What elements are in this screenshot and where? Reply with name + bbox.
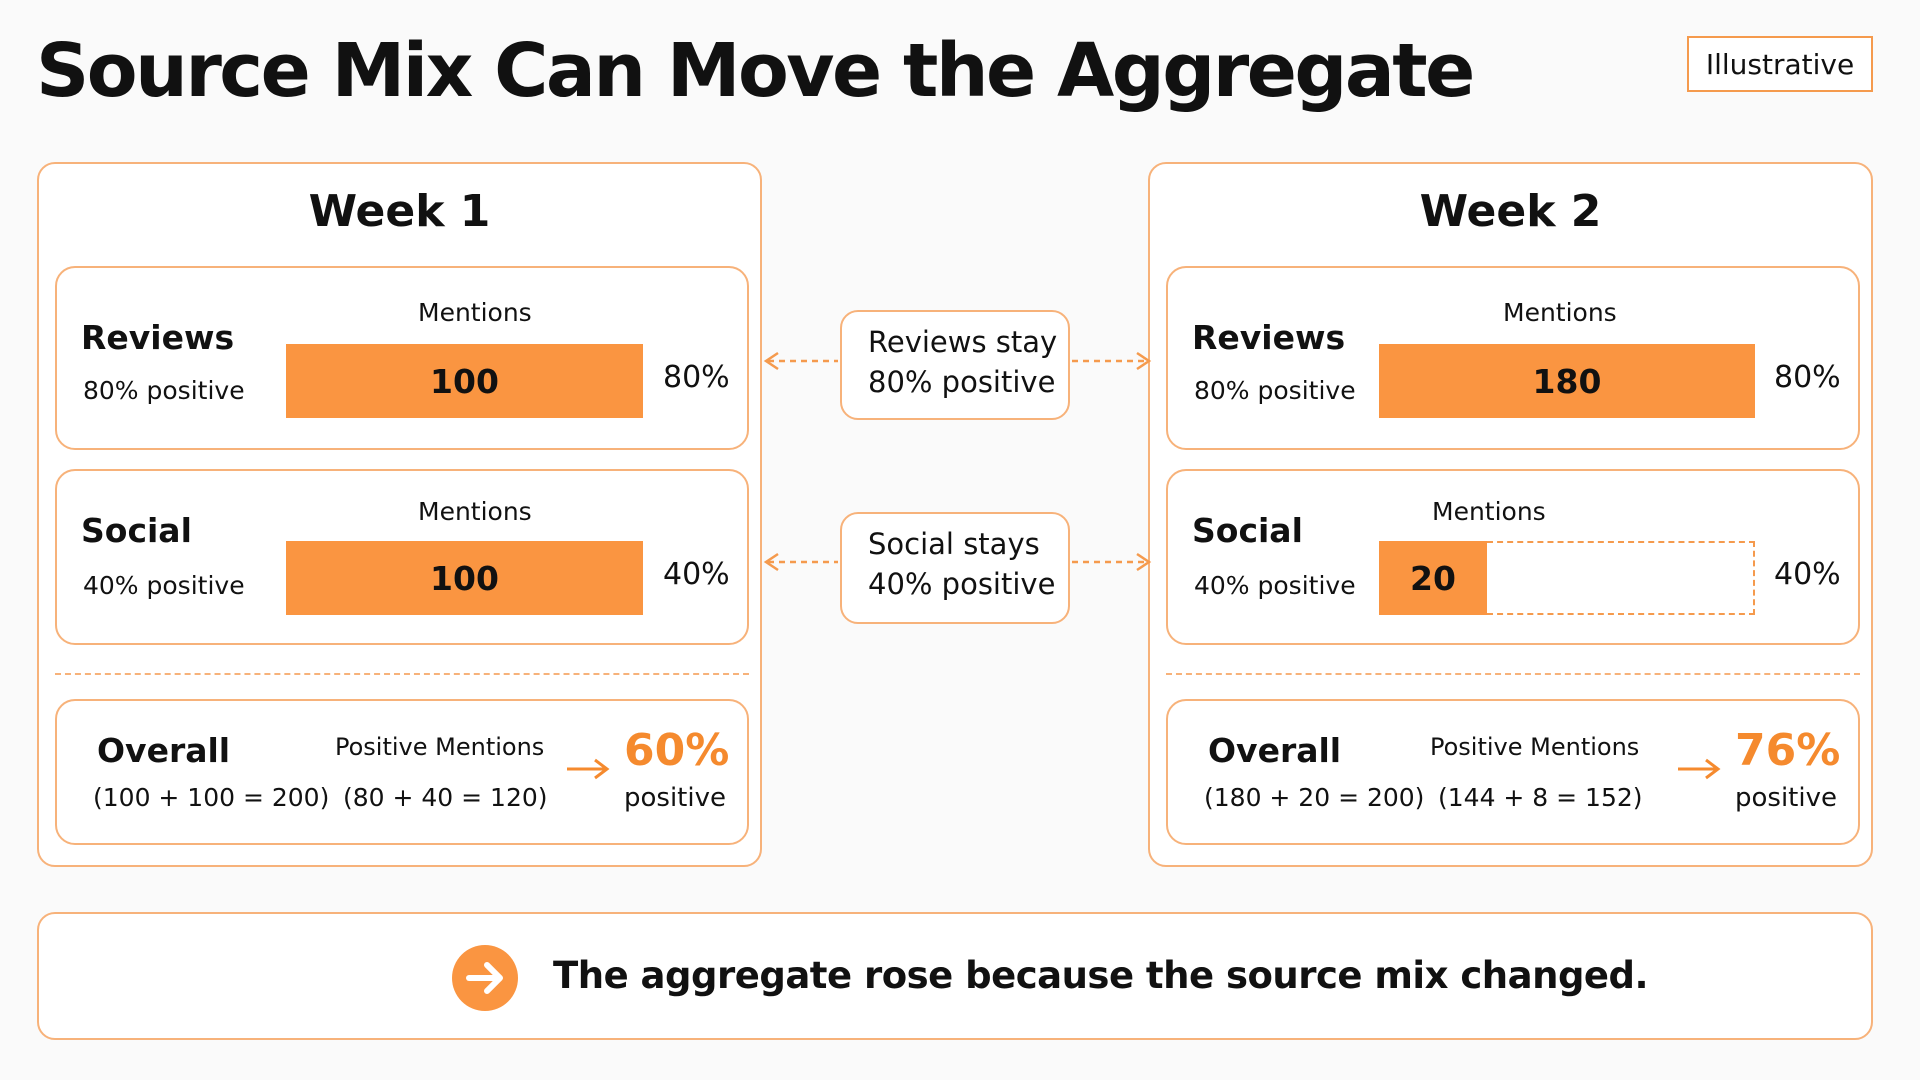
reviews-connector-arrows: [763, 351, 1152, 371]
arrow-right-icon: [1678, 758, 1721, 780]
mentions-label: Mentions: [1503, 298, 1617, 327]
arrow-right-circle-icon: [452, 945, 518, 1011]
reviews-positive-rate: 80% positive: [83, 376, 245, 405]
overall-positive-word: positive: [1735, 783, 1837, 813]
reviews-label: Reviews: [81, 318, 235, 357]
divider: [1166, 673, 1860, 675]
social-mentions-bar: 20: [1379, 541, 1755, 615]
overall-label: Overall: [97, 731, 231, 770]
social-pct: 40%: [1774, 557, 1841, 592]
social-stays-line1: Social stays: [868, 527, 1040, 561]
week-1-panel: Week 1 Reviews 80% positive Mentions 100…: [37, 162, 762, 867]
overall-positive-value: 76%: [1735, 725, 1841, 776]
divider: [55, 673, 749, 675]
week-2-social-card: Social 40% positive Mentions 20 40%: [1166, 469, 1860, 645]
overall-total: (180 + 20 = 200): [1204, 783, 1425, 812]
reviews-positive-rate: 80% positive: [1194, 376, 1356, 405]
conclusion-text: The aggregate rose because the source mi…: [553, 954, 1649, 997]
mentions-label: Mentions: [418, 298, 532, 327]
week-2-reviews-card: Reviews 80% positive Mentions 180 80%: [1166, 266, 1860, 450]
week-1-social-card: Social 40% positive Mentions 100 40%: [55, 469, 749, 645]
social-connector-arrows: [763, 552, 1152, 572]
reviews-stay-line1: Reviews stay: [868, 325, 1058, 359]
social-pct: 40%: [663, 557, 730, 592]
overall-total: (100 + 100 = 200): [93, 783, 330, 812]
reviews-mentions-bar: 180: [1379, 344, 1755, 418]
week-1-overall-card: Overall (100 + 100 = 200) Positive Menti…: [55, 699, 749, 845]
social-label: Social: [81, 511, 192, 550]
positive-mentions-label: Positive Mentions: [335, 733, 545, 761]
reviews-stay-note: Reviews stay 80% positive: [840, 310, 1070, 420]
arrow-right-icon: [567, 758, 610, 780]
social-bar-value: 20: [1379, 541, 1487, 615]
overall-positive-value: 60%: [624, 725, 730, 776]
social-positive-rate: 40% positive: [83, 571, 245, 600]
week-1-reviews-card: Reviews 80% positive Mentions 100 80%: [55, 266, 749, 450]
reviews-pct: 80%: [1774, 360, 1841, 395]
social-stays-line2: 40% positive: [868, 567, 1056, 601]
week-2-overall-card: Overall (180 + 20 = 200) Positive Mentio…: [1166, 699, 1860, 845]
page-title: Source Mix Can Move the Aggregate: [36, 28, 1475, 114]
conclusion-banner: The aggregate rose because the source mi…: [37, 912, 1873, 1040]
social-label: Social: [1192, 511, 1303, 550]
overall-positive-word: positive: [624, 783, 726, 813]
overall-label: Overall: [1208, 731, 1342, 770]
social-mentions-bar: 100: [286, 541, 643, 615]
illustrative-badge: Illustrative: [1687, 36, 1873, 92]
social-stays-note: Social stays 40% positive: [840, 512, 1070, 624]
mentions-label: Mentions: [1432, 497, 1546, 526]
social-bar-remainder: [1486, 541, 1755, 615]
reviews-bar-value: 180: [1379, 344, 1755, 418]
week-2-panel: Week 2 Reviews 80% positive Mentions 180…: [1148, 162, 1873, 867]
week-2-title: Week 2: [1419, 186, 1602, 237]
social-bar-value: 100: [286, 541, 643, 615]
reviews-pct: 80%: [663, 360, 730, 395]
week-1-title: Week 1: [308, 186, 491, 237]
social-positive-rate: 40% positive: [1194, 571, 1356, 600]
positive-mentions-calc: (144 + 8 = 152): [1438, 783, 1643, 812]
positive-mentions-label: Positive Mentions: [1430, 733, 1640, 761]
reviews-label: Reviews: [1192, 318, 1346, 357]
reviews-mentions-bar: 100: [286, 344, 643, 418]
mentions-label: Mentions: [418, 497, 532, 526]
reviews-bar-value: 100: [286, 344, 643, 418]
reviews-stay-line2: 80% positive: [868, 365, 1056, 399]
positive-mentions-calc: (80 + 40 = 120): [343, 783, 548, 812]
